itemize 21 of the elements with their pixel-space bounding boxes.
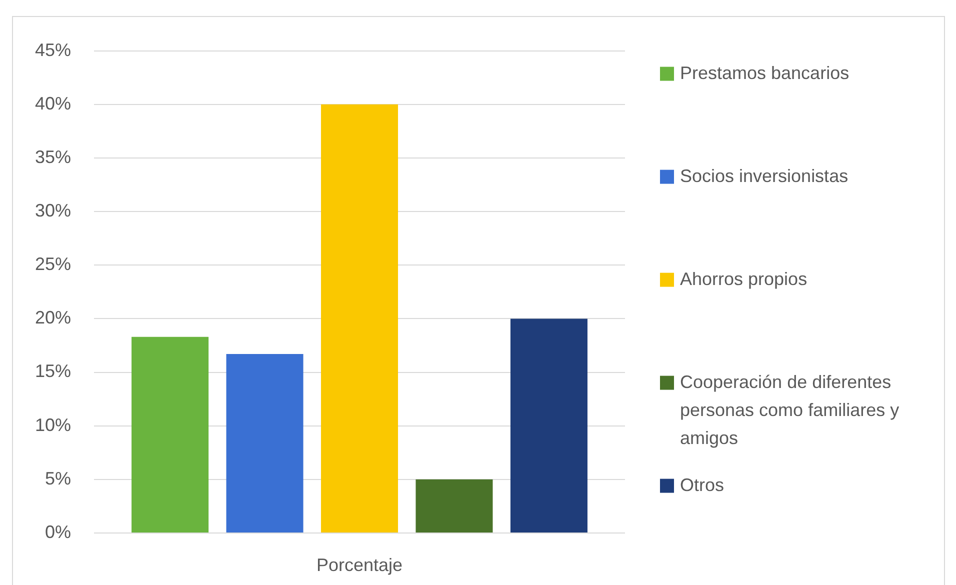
y-tick-label: 15% [34,361,71,382]
legend-label: Cooperación de diferentes personas como familiares y amigos [680,372,900,448]
y-tick-label: 5% [44,468,71,488]
y-tick-label: 45% [34,40,71,60]
bar [226,354,304,532]
y-tick-label: 25% [34,254,71,274]
bar [132,336,209,532]
y-tick-label: 35% [34,146,71,167]
y-tick-label: 0% [44,522,71,542]
legend-label: Prestamos bancarios [680,62,850,83]
bar [320,104,398,532]
x-tick-label: Porcentaje [316,554,403,575]
legend-label: Ahorros propios [680,268,808,289]
y-tick-label: 30% [34,200,71,220]
y-tick-label: 40% [34,93,71,114]
legend-label: Otros [680,474,724,495]
y-tick-label: 20% [34,308,71,328]
legend-label: Socios inversionistas [680,166,848,186]
bar [510,318,588,532]
bar [416,479,493,532]
y-tick-label: 10% [34,414,71,435]
